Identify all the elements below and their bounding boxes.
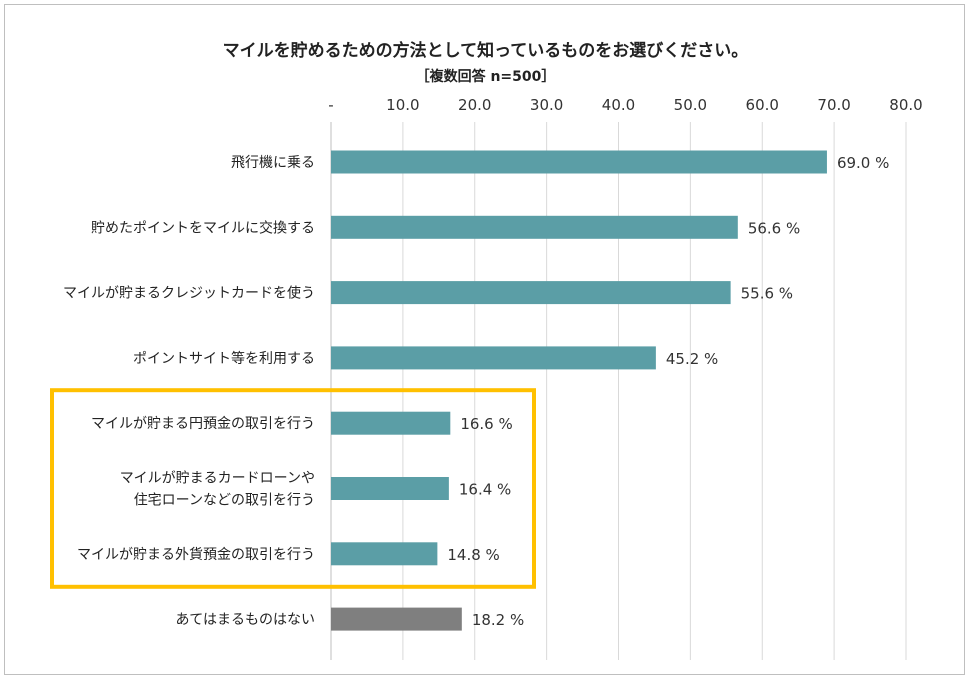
value-label: 56.6 % <box>748 219 800 237</box>
bar <box>331 607 462 631</box>
value-label: 69.0 % <box>837 154 889 172</box>
category-label: 貯めたポイントをマイルに交換する <box>91 219 315 236</box>
value-label: 16.4 % <box>459 481 511 499</box>
bar <box>331 411 451 435</box>
bar <box>331 346 656 370</box>
x-tick-label: - <box>328 96 333 114</box>
bar <box>331 281 731 305</box>
bar <box>331 215 738 239</box>
x-tick-label: 70.0 <box>817 96 850 114</box>
x-tick-label: 10.0 <box>386 96 419 114</box>
value-labels: 69.0 % 56.6 % 55.6 % 45.2 % 16.6 % 16.4 % 14.8… <box>447 154 889 629</box>
category-labels: 飛行機に乗る貯めたポイントをマイルに交換するマイルが貯まるクレジットカードを使う… <box>63 155 315 628</box>
x-tick-label: 50.0 <box>674 96 707 114</box>
value-label: 16.6 % <box>460 415 512 433</box>
bar <box>331 150 827 174</box>
category-label: マイルが貯まる外貨預金の取引を行う <box>77 546 315 563</box>
chart-frame <box>4 4 965 675</box>
category-label: マイルが貯まる円預金の取引を行う <box>91 416 315 432</box>
x-tick-label: 80.0 <box>889 96 922 114</box>
highlight-box <box>50 388 536 589</box>
value-label: 55.6 % <box>741 285 793 303</box>
x-axis-ticks: - 10.0 20.0 30.0 40.0 50.0 60.0 70.0 80.0 <box>328 96 922 114</box>
value-label: 18.2 % <box>472 611 524 629</box>
category-label: ポイントサイト等を利用する <box>133 350 315 367</box>
bar <box>331 542 438 566</box>
x-tick-label: 60.0 <box>746 96 779 114</box>
highlight-group <box>50 388 536 589</box>
category-label: マイルが貯まるクレジットカードを使う <box>63 285 315 302</box>
x-tick-label: 40.0 <box>602 96 635 114</box>
bar <box>331 477 449 500</box>
x-tick-label: 20.0 <box>458 96 491 114</box>
chart-title: マイルを貯めるための方法として知っているものをお選びください。 <box>222 41 749 61</box>
category-label: あてはまるものはない <box>176 612 315 628</box>
value-label: 14.8 % <box>447 546 499 564</box>
value-label: 45.2 % <box>666 350 718 368</box>
x-tick-label: 30.0 <box>530 96 563 114</box>
category-label: マイルが貯まるカードローンや住宅ローンなどの取引を行う <box>120 471 315 509</box>
category-label: 飛行機に乗る <box>231 155 315 171</box>
bars <box>331 150 827 631</box>
chart-subtitle: ［複数回答 n=500］ <box>415 69 556 85</box>
